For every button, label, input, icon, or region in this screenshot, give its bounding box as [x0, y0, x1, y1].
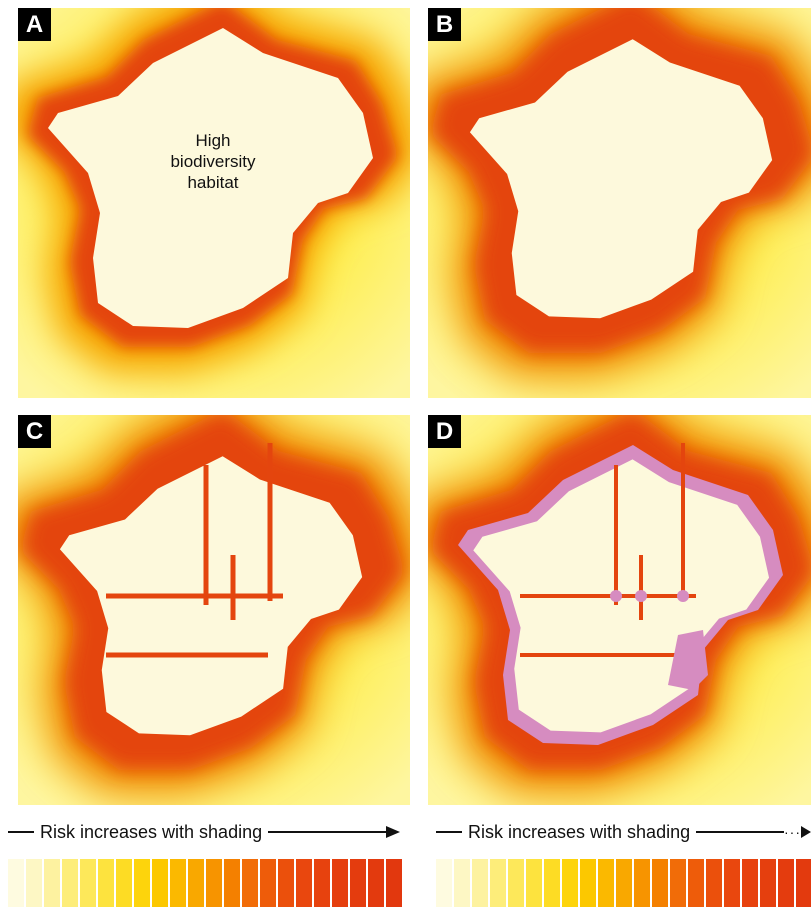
legend-swatch [436, 859, 452, 907]
legend-swatch [760, 859, 776, 907]
legend-swatch [224, 859, 240, 907]
arrow-head-icon [386, 826, 400, 838]
arrow-line-left [436, 831, 462, 833]
legend-swatch [598, 859, 614, 907]
arrow-dots-icon: ··· [784, 824, 801, 840]
legend-swatch [188, 859, 204, 907]
arrow-line-left [8, 831, 34, 833]
habitat-label-line-3: habitat [187, 173, 239, 192]
road-network [106, 443, 283, 658]
legend-swatch [134, 859, 150, 907]
legend-swatch [242, 859, 258, 907]
legend-swatch [296, 859, 312, 907]
panel-label-d: D [428, 415, 461, 448]
legend-swatch [652, 859, 668, 907]
arrow-line-right [696, 831, 784, 833]
panel-d: D [428, 415, 811, 805]
legend-swatch [278, 859, 294, 907]
legend-swatch [332, 859, 348, 907]
legend-right-title: Risk increases with shading ··· [436, 817, 811, 847]
color-ramp-left [8, 859, 404, 907]
legend-swatch [562, 859, 578, 907]
legend-swatch [386, 859, 402, 907]
road-edge-loss [610, 590, 708, 690]
habitat-area [48, 28, 373, 328]
legend-swatch [508, 859, 524, 907]
arrow-line-right [268, 831, 386, 833]
legend-swatch [314, 859, 330, 907]
legend-left-title: Risk increases with shading [8, 817, 400, 847]
legend-swatch [80, 859, 96, 907]
legend-swatch [260, 859, 276, 907]
panel-a: High biodiversity habitat A [18, 8, 410, 398]
risk-map-c [18, 415, 410, 805]
panel-label-b: B [428, 8, 461, 41]
legend-swatch [688, 859, 704, 907]
legend-swatch [616, 859, 632, 907]
habitat-label: High biodiversity habitat [138, 130, 288, 193]
legend-swatch [724, 859, 740, 907]
color-ramp-right [436, 859, 811, 907]
legend-swatch [454, 859, 470, 907]
legend-swatch [670, 859, 686, 907]
legend-swatch [350, 859, 366, 907]
risk-map-d [428, 415, 811, 805]
legend-swatch [544, 859, 560, 907]
legend-swatch [778, 859, 794, 907]
panel-label-a: A [18, 8, 51, 41]
legend-left: Risk increases with shading [8, 817, 402, 907]
legend-swatch [62, 859, 78, 907]
panel-b: B [428, 8, 811, 398]
legend-swatch [706, 859, 722, 907]
habitat-label-line-2: biodiversity [170, 152, 256, 171]
legend-swatch [368, 859, 384, 907]
risk-map-b [428, 8, 811, 398]
legend-swatch [8, 859, 24, 907]
legend-swatch [472, 859, 488, 907]
legend-swatch [634, 859, 650, 907]
legend-swatch [490, 859, 506, 907]
legend-swatch [98, 859, 114, 907]
legend-swatch [742, 859, 758, 907]
legend-left-text: Risk increases with shading [40, 821, 263, 842]
legend-right-text: Risk increases with shading [468, 821, 691, 842]
legend-swatch [44, 859, 60, 907]
legend-swatch [116, 859, 132, 907]
panel-label-c: C [18, 415, 51, 448]
legend-right: Risk increases with shading ··· [436, 817, 811, 907]
arrow-head-icon [801, 826, 811, 838]
habitat-area [469, 39, 773, 319]
road-network [520, 443, 696, 657]
legend-swatch [26, 859, 42, 907]
legend-swatch [526, 859, 542, 907]
legend-swatch [170, 859, 186, 907]
legend-swatch [796, 859, 811, 907]
legend-swatch [152, 859, 168, 907]
risk-map-a [18, 8, 410, 398]
panel-c: C [18, 415, 410, 805]
legend-swatch [580, 859, 596, 907]
legend-swatch [206, 859, 222, 907]
habitat-label-line-1: High [195, 131, 231, 150]
